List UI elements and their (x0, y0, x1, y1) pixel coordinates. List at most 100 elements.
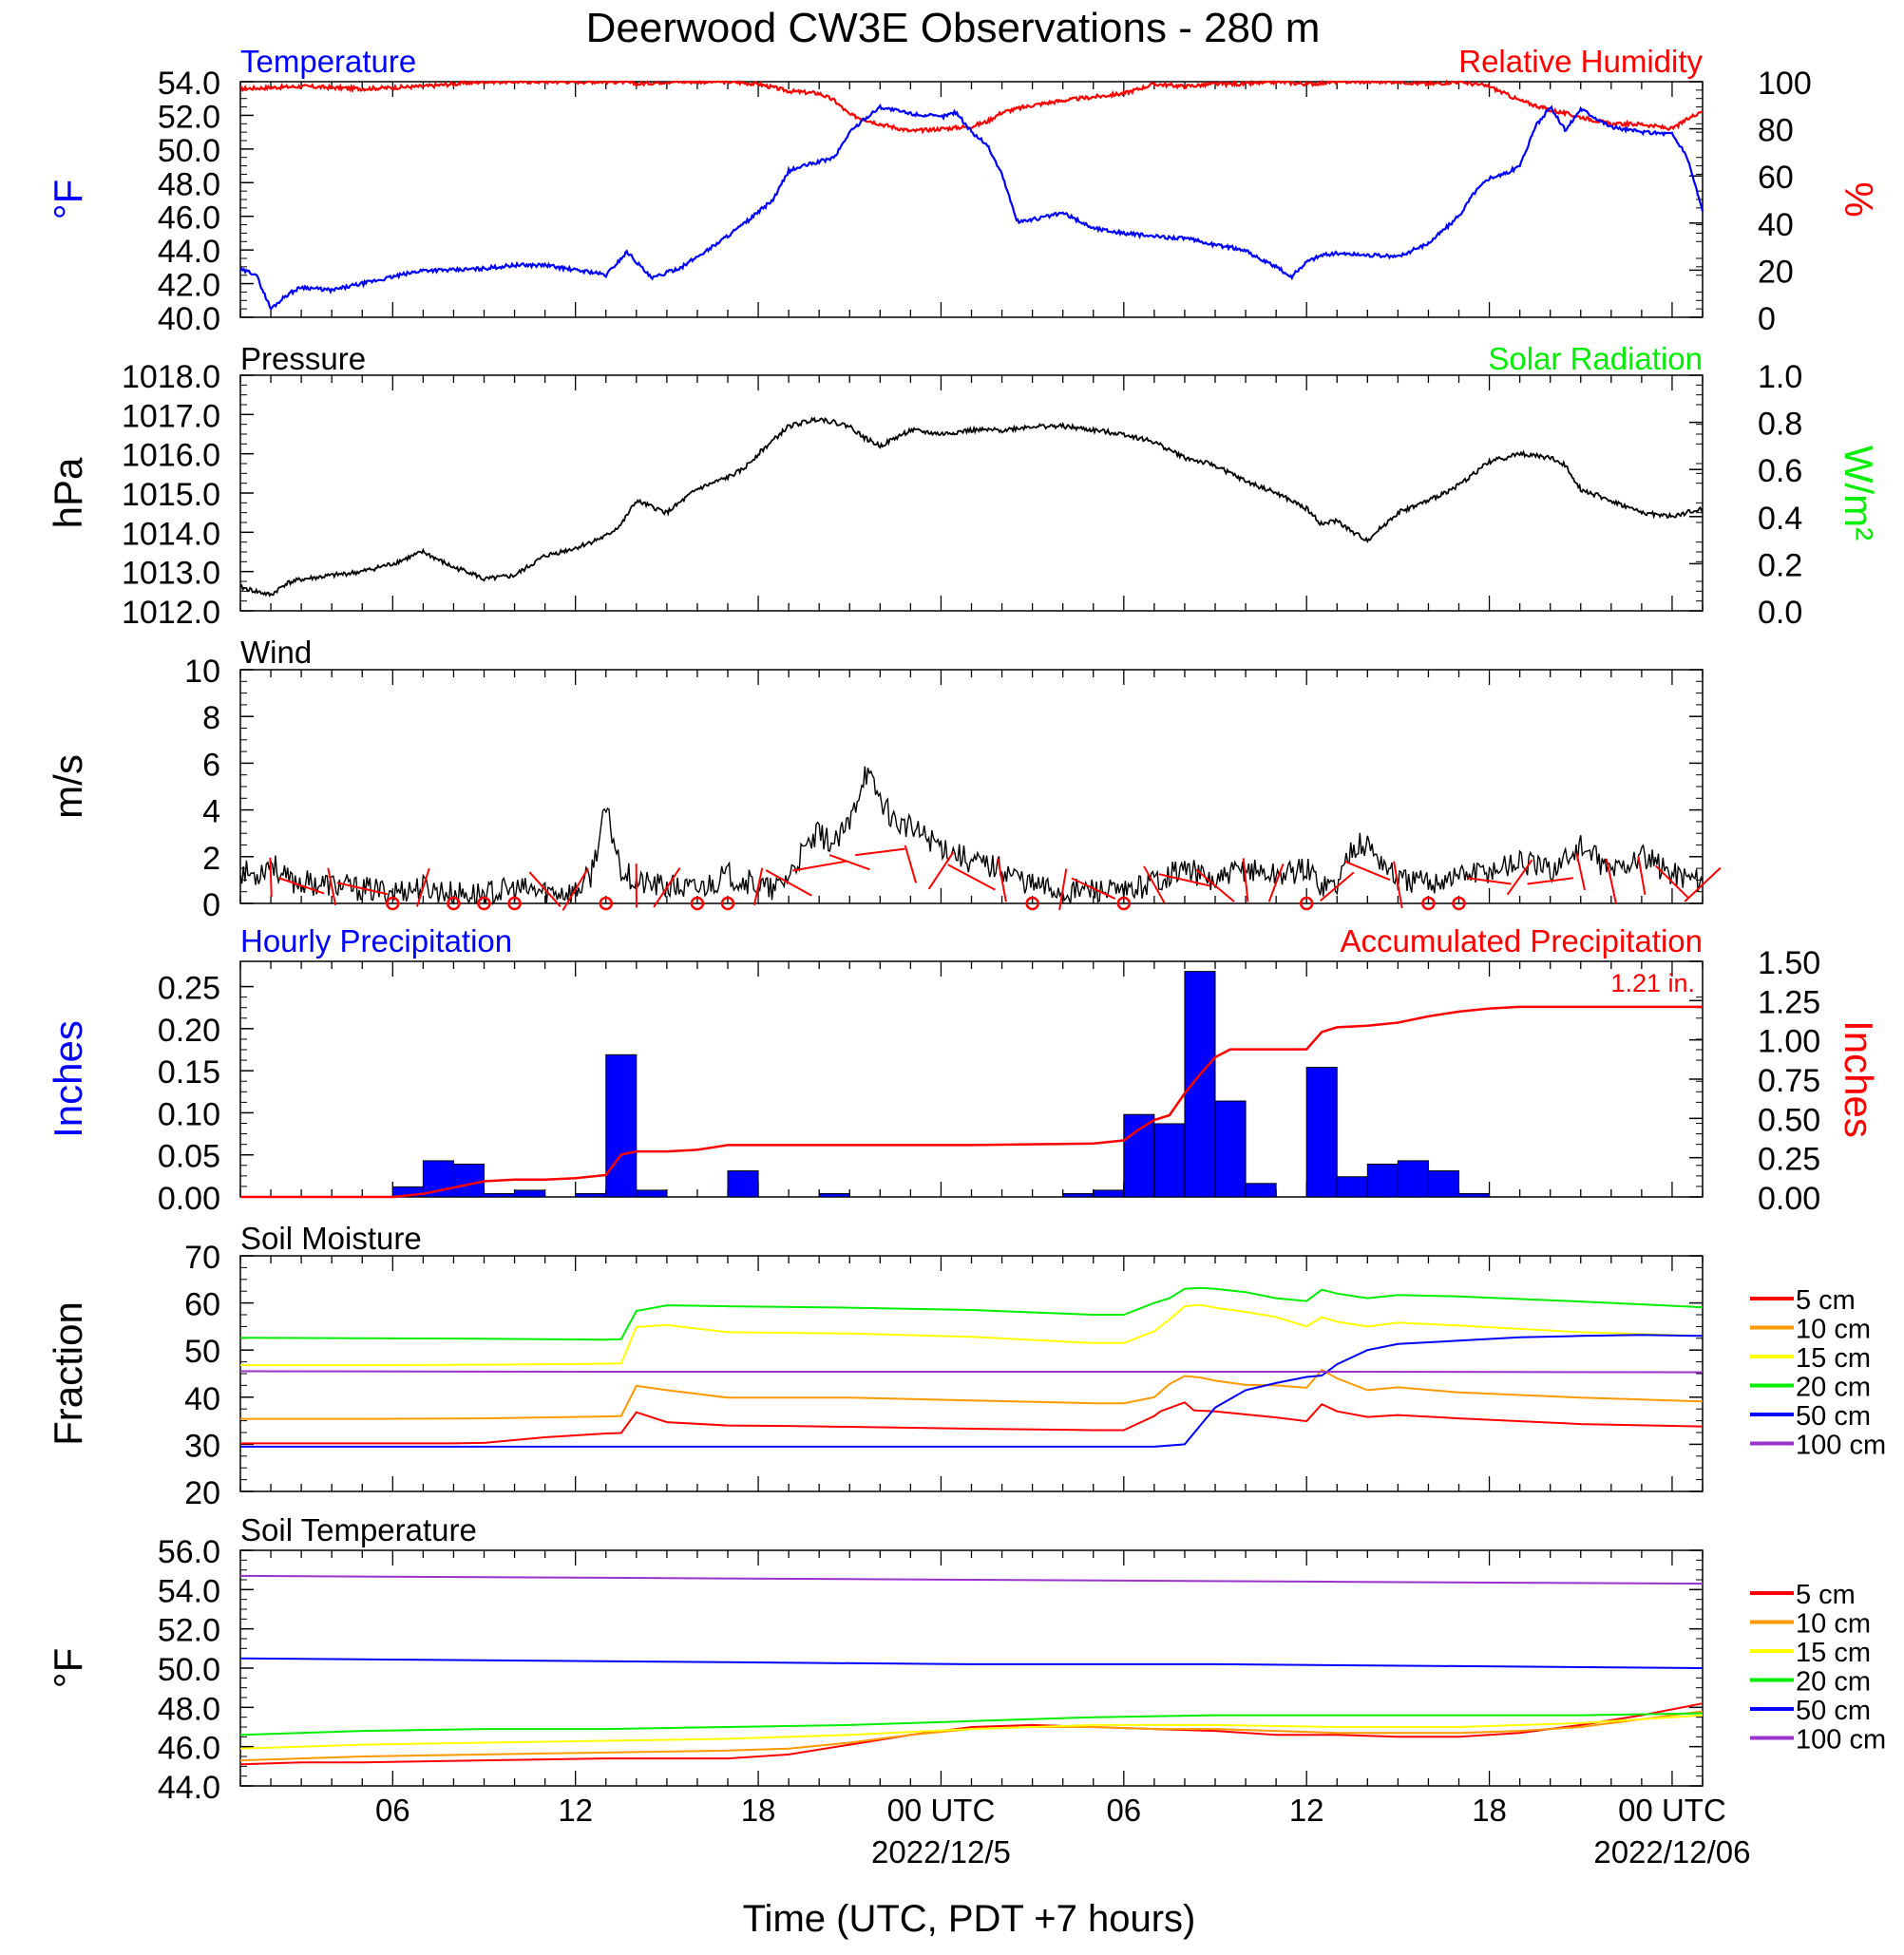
panel-left-title: Temperature (240, 44, 416, 79)
legend-label: 10 cm (1796, 1315, 1871, 1345)
panel-0: 40.042.044.046.048.050.052.054.002040608… (46, 44, 1881, 337)
y-tick-label-left: 42.0 (158, 268, 220, 304)
y-tick-label-left: 46.0 (158, 1731, 220, 1767)
precip-bar (515, 1190, 545, 1197)
y-axis-label-left: hPa (46, 457, 90, 528)
wind-barb (998, 859, 1006, 902)
panel-right-title: Solar Radiation (1488, 341, 1703, 376)
wind-speed-line (240, 767, 1703, 903)
x-tick-label: 12 (1289, 1793, 1324, 1828)
wind-barb (792, 862, 846, 871)
y-tick-label-left: 0.05 (158, 1139, 220, 1175)
y-tick-label-right: 0.25 (1758, 1142, 1820, 1178)
legend-label: 100 cm (1796, 1431, 1886, 1461)
x-tick-label: 00 UTC (1618, 1793, 1726, 1828)
precip-bar (1063, 1193, 1094, 1197)
y-tick-label-right: 1.0 (1758, 359, 1802, 395)
y-tick-label-right: 0.4 (1758, 501, 1802, 537)
legend-label: 50 cm (1796, 1696, 1871, 1726)
panel-left-title: Hourly Precipitation (240, 923, 512, 959)
y-tick-label-left: 0.10 (158, 1096, 220, 1132)
soil-series-line (240, 1305, 1703, 1366)
x-tick-date-label: 2022/12/06 (1593, 1834, 1750, 1870)
y-tick-label-left: 6 (202, 747, 220, 783)
legend-label: 50 cm (1796, 1401, 1871, 1432)
x-tick-label: 06 (375, 1793, 410, 1828)
y-tick-label-left: 1015.0 (122, 477, 220, 513)
precip-bar (576, 1193, 606, 1197)
legend-label: 15 cm (1796, 1343, 1871, 1374)
y-tick-label-right: 0.0 (1758, 595, 1802, 631)
y-tick-label-left: 8 (202, 700, 220, 736)
accum-total-annotation: 1.21 in. (1610, 969, 1695, 997)
y-tick-label-left: 48.0 (158, 166, 220, 202)
wind-barb (905, 845, 916, 883)
legend-label: 20 cm (1796, 1373, 1871, 1403)
panel-frame (240, 961, 1703, 1197)
wind-barb (855, 849, 904, 856)
y-tick-label-left: 70 (184, 1240, 220, 1276)
y-tick-label-right: 1.50 (1758, 945, 1820, 981)
y-tick-label-left: 60 (184, 1287, 220, 1323)
legend-label: 100 cm (1796, 1725, 1886, 1756)
precip-bar (1215, 1101, 1246, 1197)
soil-series-line (240, 1335, 1703, 1447)
chart-title: Deerwood CW3E Observations - 280 m (586, 5, 1321, 51)
precip-bar (1246, 1184, 1276, 1197)
precip-bar (1094, 1190, 1124, 1197)
panel-right-title: Accumulated Precipitation (1340, 923, 1703, 959)
y-tick-label-left: 20 (184, 1475, 220, 1511)
y-tick-label-right: 0.00 (1758, 1181, 1820, 1217)
wind-barb (1468, 878, 1512, 883)
y-tick-label-left: 50.0 (158, 133, 220, 169)
x-tick-label: 00 UTC (887, 1793, 996, 1828)
y-axis-label-left: m/s (46, 754, 90, 819)
y-axis-label-left: Inches (46, 1020, 90, 1138)
y-tick-label-left: 44.0 (158, 234, 220, 270)
y-tick-label-left: 54.0 (158, 1573, 220, 1609)
y-tick-label-left: 0.25 (158, 971, 220, 1007)
legend-label: 5 cm (1796, 1580, 1856, 1610)
legend-label: 10 cm (1796, 1609, 1871, 1640)
y-tick-label-left: 0.15 (158, 1054, 220, 1091)
y-tick-label-left: 48.0 (158, 1691, 220, 1727)
precip-bar (1459, 1193, 1490, 1197)
y-tick-label-right: 60 (1758, 160, 1794, 196)
x-tick-date-label: 2022/12/5 (871, 1834, 1011, 1870)
y-tick-label-left: 56.0 (158, 1534, 220, 1570)
precip-bar (819, 1193, 849, 1197)
y-tick-label-left: 0.00 (158, 1181, 220, 1217)
y-tick-label-left: 2 (202, 841, 220, 877)
precip-bar (606, 1054, 637, 1197)
y-tick-label-left: 40.0 (158, 301, 220, 337)
y-tick-label-left: 1017.0 (122, 398, 220, 434)
wind-barb (270, 858, 271, 897)
y-tick-label-left: 50.0 (158, 1652, 220, 1688)
panel-left-title: Soil Temperature (240, 1512, 477, 1547)
precip-bar (637, 1190, 667, 1197)
y-tick-label-right: 20 (1758, 254, 1794, 290)
soil-series-line (240, 1370, 1703, 1419)
y-tick-label-left: 0 (202, 887, 220, 923)
panel-1: 1012.01013.01014.01015.01016.01017.01018… (46, 341, 1881, 631)
panel-left-title: Wind (240, 635, 312, 670)
panel-frame (240, 375, 1703, 611)
y-tick-label-left: 30 (184, 1428, 220, 1464)
soil-series-line (240, 1576, 1703, 1584)
y-tick-label-right: 0.2 (1758, 547, 1802, 583)
y-tick-label-right: 0.50 (1758, 1102, 1820, 1138)
x-axis-label: Time (UTC, PDT +7 hours) (743, 1898, 1196, 1940)
legend-label: 20 cm (1796, 1667, 1871, 1698)
y-tick-label-right: 0.8 (1758, 407, 1802, 443)
soil-series-line (240, 1288, 1703, 1340)
y-tick-label-left: 1012.0 (122, 595, 220, 631)
temperature-line (240, 105, 1703, 309)
x-tick-label: 18 (741, 1793, 776, 1828)
y-tick-label-left: 46.0 (158, 200, 220, 237)
y-tick-label-left: 40 (184, 1381, 220, 1417)
panel-3: 0.000.050.100.150.200.250.000.250.500.75… (46, 923, 1881, 1217)
x-tick-label: 06 (1106, 1793, 1141, 1828)
